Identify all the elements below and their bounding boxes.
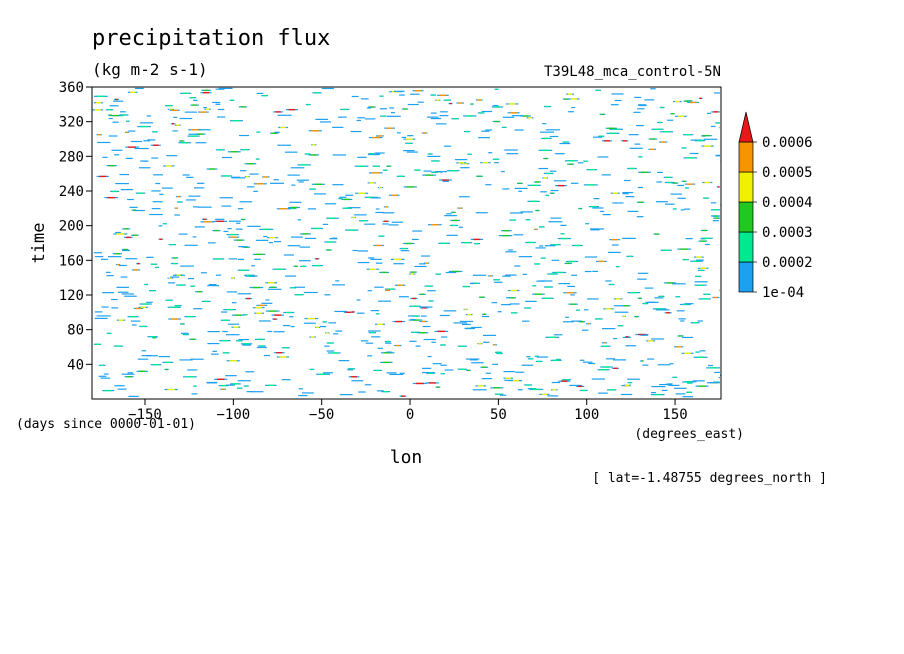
colorbar-label: 0.0003 xyxy=(762,225,813,241)
x-tick-label: 150 xyxy=(662,407,687,423)
chart-title: precipitation flux xyxy=(92,26,330,51)
x-tick-label: 50 xyxy=(490,407,507,423)
colorbar-segment xyxy=(738,141,754,173)
colorbar-extend-triangle xyxy=(738,111,754,143)
x-tick-label: −150 xyxy=(128,407,162,423)
y-tick-label: 320 xyxy=(59,115,84,131)
x-tick-label: −100 xyxy=(216,407,250,423)
chart-units: (kg m-2 s-1) xyxy=(92,60,208,79)
y-tick-label: 360 xyxy=(59,80,84,96)
run-label: T39L48_mca_control-5N xyxy=(544,64,721,80)
x-axis-label: lon xyxy=(390,447,423,468)
x-tick-label: 100 xyxy=(574,407,599,423)
x-tick-label: −50 xyxy=(309,407,334,423)
colorbar-label: 0.0006 xyxy=(762,135,813,151)
colorbar-label: 1e-04 xyxy=(762,285,804,301)
colorbar-segment xyxy=(738,171,754,203)
y-tick-label: 80 xyxy=(67,323,84,339)
latitude-footnote: [ lat=-1.48755 degrees_north ] xyxy=(592,471,827,486)
precipitation-field xyxy=(92,87,721,398)
y-tick-label: 40 xyxy=(67,357,84,373)
y-axis-units: (days since 0000-01-01) xyxy=(16,417,196,432)
y-tick-label: 280 xyxy=(59,149,84,165)
y-tick-label: 120 xyxy=(59,288,84,304)
plot-frame xyxy=(91,86,722,400)
x-axis-units: (degrees_east) xyxy=(634,427,744,442)
y-axis: 40 80 120 160 200 240 280 320 360 xyxy=(59,80,92,373)
colorbar-segment xyxy=(738,201,754,233)
colorbar-label: 0.0005 xyxy=(762,165,813,181)
colorbar: 1e-04 0.0002 0.0003 0.0004 0.0005 0.0006 xyxy=(738,111,813,301)
colorbar-segment xyxy=(738,261,754,293)
colorbar-label: 0.0004 xyxy=(762,195,813,211)
x-axis: −150 −100 −50 0 50 100 150 xyxy=(128,399,688,423)
y-tick-label: 160 xyxy=(59,253,84,269)
colorbar-label: 0.0002 xyxy=(762,255,813,271)
y-tick-label: 200 xyxy=(59,219,84,235)
x-tick-label: 0 xyxy=(406,407,414,423)
colorbar-segment xyxy=(738,231,754,263)
y-axis-label: time xyxy=(29,223,49,264)
y-tick-label: 240 xyxy=(59,184,84,200)
